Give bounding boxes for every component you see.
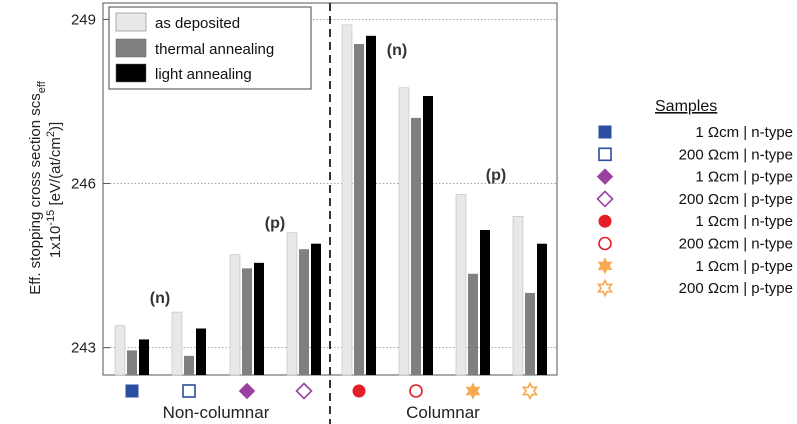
samples-filled-star-icon-6 (597, 257, 613, 275)
bar-thermal-annealing-7 (525, 292, 535, 375)
bar-as-deposited-0 (114, 325, 126, 376)
samples-label-6: 1 Ωcm | p-type (695, 258, 793, 275)
samples-open-star-icon-7 (596, 278, 614, 298)
y-axis-units-prefix: 1x10 (47, 226, 64, 259)
samples-title: Samples (655, 98, 717, 115)
y-ticks: 243 246 249 (71, 11, 110, 357)
bar-as-deposited-1 (171, 311, 183, 376)
y-axis-label: Eff. stopping cross section scseff (27, 80, 48, 294)
y-axis-units-exp: -15 (45, 210, 57, 226)
category-open-circle-icon-5 (409, 384, 423, 398)
annotation-0: (n) (150, 290, 170, 307)
samples-label-1: 200 Ωcm | n-type (679, 146, 793, 163)
bar-as-deposited-6 (455, 194, 467, 376)
svg-text:Eff. stopping cross section sc: Eff. stopping cross section scseff (27, 80, 48, 294)
bar-light-annealing-3 (311, 243, 321, 375)
samples-label-3: 200 Ωcm | p-type (679, 191, 793, 208)
samples-filled-diamond-icon-2 (596, 168, 614, 185)
samples-open-diamond-icon-3 (596, 190, 614, 208)
group-label-columnar: Columnar (406, 403, 480, 422)
svg-text:1x10-15 [eV/(at/cm2)]: 1x10-15 [eV/(at/cm2)] (45, 122, 64, 258)
y-tick-label-246: 246 (71, 176, 96, 193)
samples-items: 1 Ωcm | n-type 200 Ωcm | n-type 1 Ωcm | p-… (596, 124, 793, 298)
annotation-2: (n) (387, 42, 407, 59)
category-filled-diamond-icon-2 (238, 382, 256, 400)
category-filled-star-icon-6 (465, 382, 481, 400)
annotation-3: (p) (486, 167, 506, 184)
y-axis-units-exp2: 2 (45, 131, 57, 137)
bar-light-annealing-0 (139, 339, 149, 375)
y-axis-units-mid: [eV/(at/cm (47, 137, 64, 210)
samples-label-4: 1 Ωcm | n-type (695, 213, 793, 230)
samples-open-circle-icon-5 (598, 236, 612, 251)
y-axis-label-main: Eff. stopping cross section scs (27, 93, 44, 294)
legend-label-as-deposited: as deposited (155, 15, 240, 32)
bar-as-deposited-3 (286, 232, 298, 376)
bar-thermal-annealing-1 (184, 355, 194, 375)
samples-label-2: 1 Ωcm | p-type (695, 169, 793, 186)
legend-label-light-annealing: light annealing (155, 66, 252, 83)
legend-label-thermal-annealing: thermal annealing (155, 41, 274, 58)
bar-as-deposited-7 (512, 216, 524, 376)
samples-open-square-icon-1 (598, 147, 612, 162)
category-filled-square-icon-0 (125, 384, 139, 398)
samples-filled-square-icon-0 (598, 125, 612, 139)
y-axis-units-end: )] (47, 122, 64, 131)
bar-light-annealing-4 (366, 35, 376, 376)
y-axis-label-sub: eff (36, 80, 48, 93)
bar-thermal-annealing-0 (127, 350, 137, 375)
y-tick-label-243: 243 (71, 340, 96, 357)
samples-label-7: 200 Ωcm | p-type (679, 280, 793, 297)
bar-light-annealing-7 (537, 243, 547, 375)
category-open-diamond-icon-3 (295, 382, 313, 400)
legend-swatch-thermal-annealing (115, 38, 147, 58)
bar-light-annealing-2 (254, 262, 264, 375)
legend: as deposited thermal annealing light ann… (108, 6, 312, 90)
bar-as-deposited-4 (341, 24, 353, 376)
samples-label-0: 1 Ωcm | n-type (695, 124, 793, 141)
category-open-star-icon-7 (521, 381, 539, 401)
legend-swatch-light-annealing (115, 63, 147, 83)
samples-label-5: 200 Ωcm | n-type (679, 236, 793, 253)
bar-thermal-annealing-2 (242, 268, 252, 375)
bar-light-annealing-6 (480, 230, 490, 375)
category-filled-circle-icon-4 (352, 384, 366, 398)
group-label-non-columnar: Non-columnar (163, 403, 270, 422)
annotation-1: (p) (265, 215, 285, 232)
bar-thermal-annealing-5 (411, 117, 421, 375)
bar-thermal-annealing-4 (354, 44, 364, 375)
y-axis-label-units: 1x10-15 [eV/(at/cm2)] (45, 122, 64, 258)
bars-layer (114, 24, 547, 376)
bar-thermal-annealing-3 (299, 249, 309, 375)
bar-light-annealing-5 (423, 96, 433, 375)
category-open-square-icon-1 (182, 384, 196, 398)
samples-filled-circle-icon-4 (598, 214, 612, 228)
bar-light-annealing-1 (196, 328, 206, 375)
bar-thermal-annealing-6 (468, 273, 478, 375)
bar-as-deposited-2 (229, 254, 241, 376)
annotations: (n) (p) (n) (p) (150, 42, 506, 307)
y-tick-label-249: 249 (71, 11, 96, 28)
category-icons (125, 381, 539, 401)
bar-as-deposited-5 (398, 87, 410, 376)
legend-swatch-as-deposited (115, 12, 147, 32)
